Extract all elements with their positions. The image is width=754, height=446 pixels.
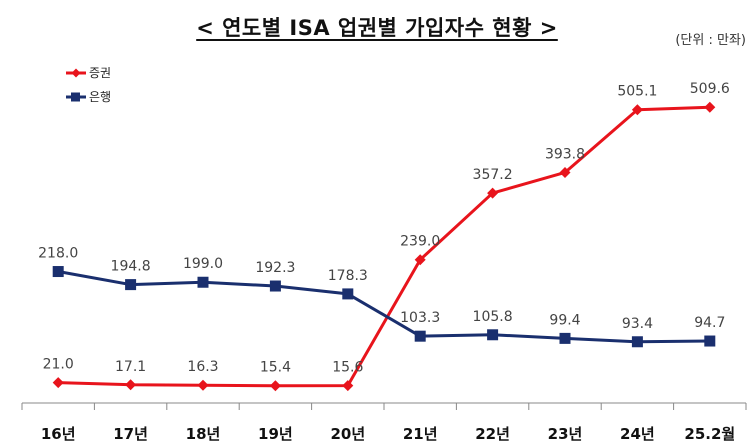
data-point — [197, 379, 209, 391]
legend-label: 증권 — [89, 66, 111, 80]
data-label: 93.4 — [622, 316, 653, 332]
data-point — [269, 380, 281, 392]
x-axis-tick-labels: 16년 17년 18년 19년 20년 21년 22년 23년 24년 25.2월 — [41, 425, 735, 443]
x-tick-label: 25.2월 — [684, 425, 735, 443]
data-label: 194.8 — [111, 259, 151, 275]
data-label: 105.8 — [473, 309, 513, 325]
legend-label: 은행 — [89, 89, 111, 104]
data-label: 393.8 — [545, 146, 585, 162]
data-label: 99.4 — [549, 312, 580, 328]
data-point — [487, 329, 499, 341]
data-label: 15.6 — [332, 360, 363, 376]
data-point — [559, 332, 571, 344]
data-point — [487, 187, 499, 199]
data-point — [342, 288, 354, 300]
data-point — [704, 335, 716, 347]
data-point — [52, 377, 64, 389]
data-point — [342, 380, 354, 392]
data-point — [269, 280, 281, 292]
data-point — [414, 330, 426, 342]
data-label: 94.7 — [694, 315, 725, 331]
data-point — [52, 266, 64, 278]
legend-marker — [71, 68, 81, 78]
data-point — [631, 336, 643, 348]
x-tick-label: 21년 — [403, 425, 438, 443]
data-label: 357.2 — [473, 167, 513, 183]
data-label: 21.0 — [43, 357, 74, 373]
data-label: 509.6 — [690, 81, 730, 97]
series-markers — [52, 101, 716, 392]
data-point — [197, 276, 209, 288]
data-point — [704, 101, 716, 113]
data-label: 103.3 — [400, 310, 440, 326]
x-tick-label: 23년 — [548, 425, 583, 443]
x-tick-label: 22년 — [475, 425, 510, 443]
data-label: 15.4 — [260, 360, 291, 376]
data-label: 239.0 — [400, 234, 440, 250]
series-lines — [57, 105, 710, 388]
data-label: 17.1 — [115, 359, 146, 375]
x-tick-label: 20년 — [330, 425, 365, 443]
data-point — [125, 279, 137, 291]
data-label: 192.3 — [255, 260, 295, 276]
data-label: 16.3 — [187, 359, 218, 375]
x-axis-ticks — [21, 403, 747, 410]
data-label: 178.3 — [328, 268, 368, 284]
legend-marker — [71, 92, 80, 102]
data-point — [559, 166, 571, 178]
data-label: 505.1 — [617, 84, 657, 100]
data-label: 218.0 — [38, 246, 78, 262]
chart-title: < 연도별 ISA 업권별 가입자수 현황 > — [196, 16, 558, 40]
data-point — [631, 104, 643, 116]
series-line-증권 — [58, 105, 710, 388]
data-point — [125, 379, 137, 391]
x-tick-label: 17년 — [113, 425, 148, 443]
series-line-은행 — [57, 270, 710, 344]
x-tick-label: 24년 — [620, 425, 655, 443]
data-point — [414, 254, 426, 266]
x-tick-label: 19년 — [258, 425, 293, 443]
x-tick-label: 16년 — [41, 425, 76, 443]
x-tick-label: 18년 — [186, 425, 221, 443]
data-label: 199.0 — [183, 256, 223, 272]
unit-label: (단위 : 만좌) — [675, 33, 746, 48]
data-labels: 21.0 17.1 16.3 15.4 15.6 239.0 357.2 393.8 505.1… — [38, 81, 730, 376]
